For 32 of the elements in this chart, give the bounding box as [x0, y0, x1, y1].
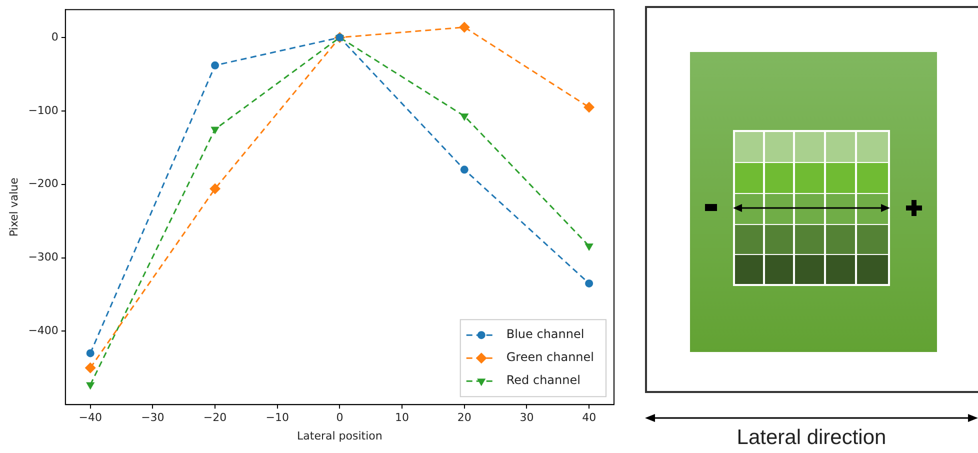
text: Lateral direction: [736, 426, 888, 450]
x-tick-label: 30: [520, 411, 534, 424]
legend-label: Green channel: [506, 350, 594, 364]
point: [86, 349, 94, 358]
x-tick-label: −20: [203, 411, 227, 424]
x-tick-label: 40: [582, 411, 596, 424]
point: [210, 126, 220, 134]
y-tick-label: −300: [28, 250, 58, 264]
y-axis-title: Pixel value: [7, 177, 20, 237]
point: [585, 279, 594, 288]
point: [460, 114, 469, 122]
legend-label: Blue channel: [506, 327, 584, 342]
point: [458, 22, 470, 33]
x-tick-label: 20: [457, 411, 472, 424]
y-tick-label: −200: [28, 177, 58, 190]
y-tick-label: −400: [28, 324, 58, 338]
legend-label: Red channel: [506, 373, 580, 388]
x-tick-label: −30: [141, 411, 164, 424]
point: [86, 382, 95, 390]
point: [211, 61, 220, 70]
x-tick-label: 0: [336, 411, 344, 424]
point: [84, 362, 96, 374]
y-tick-label: 0: [51, 30, 58, 44]
point: [584, 102, 595, 113]
x-tick-label: −40: [78, 411, 102, 424]
point: [584, 244, 594, 252]
point: [210, 183, 221, 194]
x-axis-title: Lateral position: [297, 429, 382, 442]
x-tick-label: 10: [395, 411, 410, 424]
point: [460, 166, 468, 174]
y-tick-label: −100: [28, 104, 58, 117]
x-tick-label: −10: [266, 411, 289, 424]
